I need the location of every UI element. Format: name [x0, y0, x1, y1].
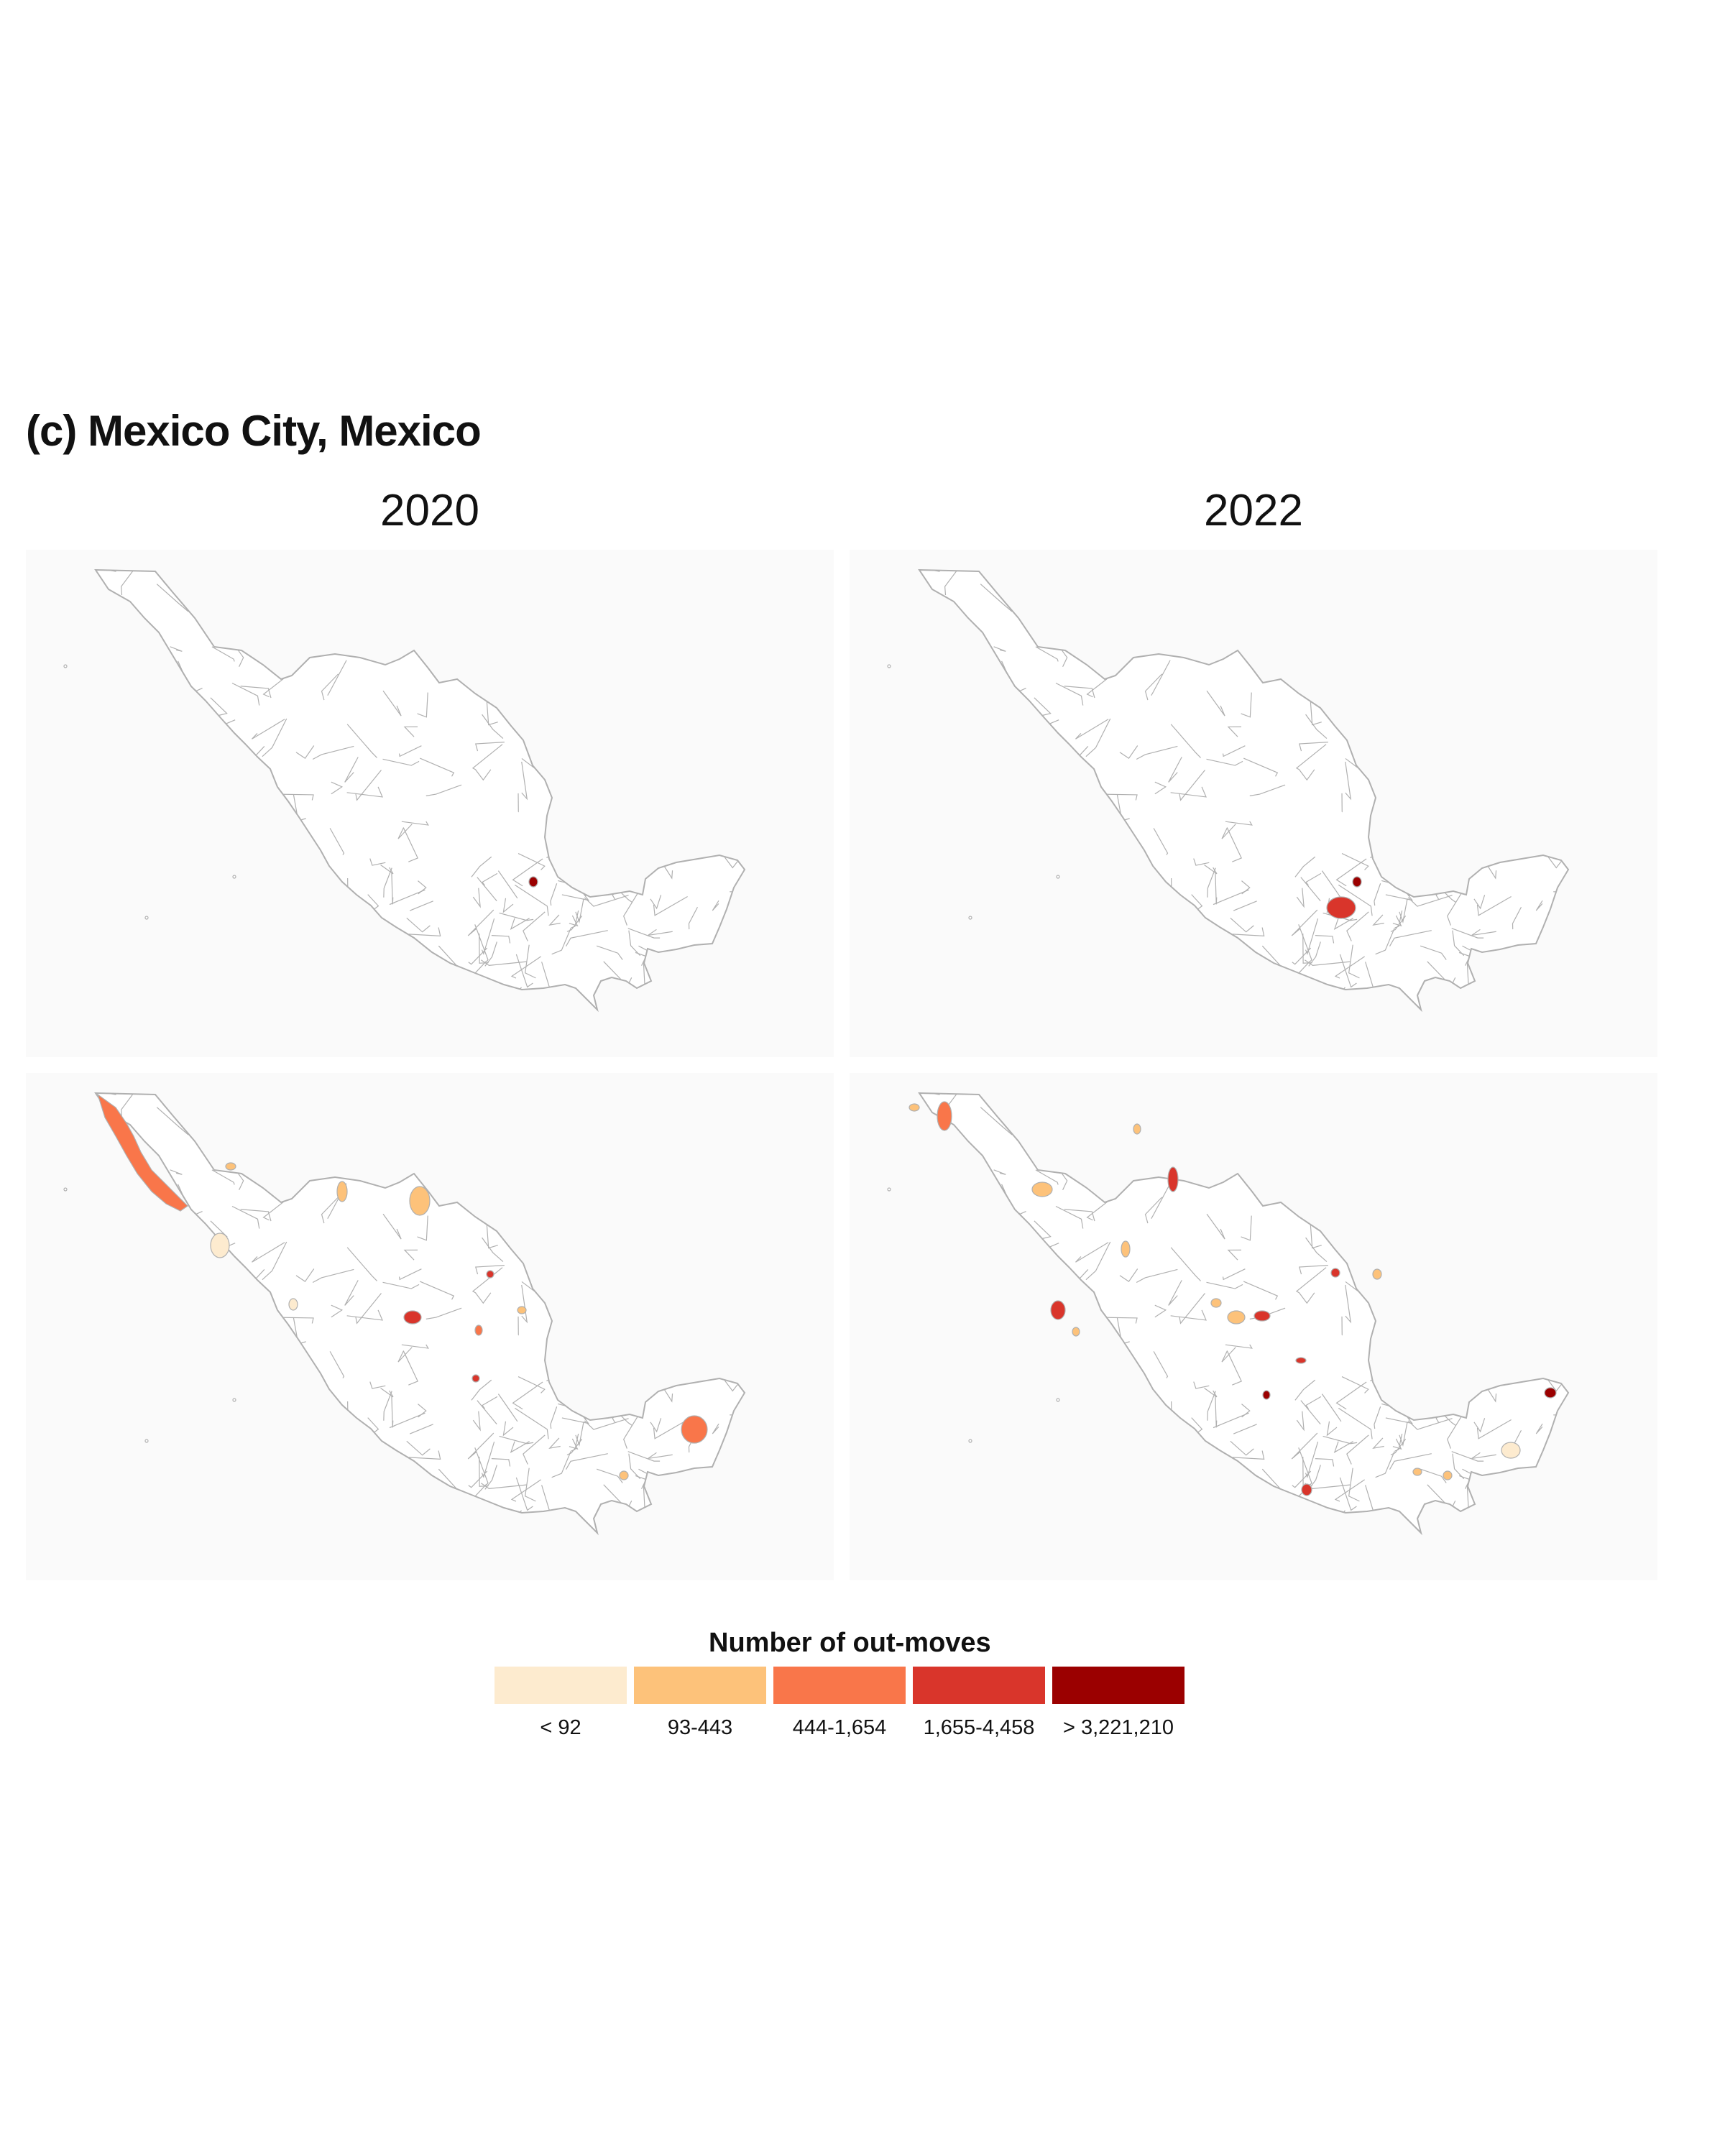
region-tabasco — [619, 1470, 629, 1480]
region-quintana-roo-cancun — [1544, 1387, 1557, 1399]
region-san-luis-potosi — [474, 1325, 483, 1336]
map-panel-2022-under-100 — [850, 550, 1657, 1057]
island — [144, 916, 149, 920]
island — [968, 1439, 972, 1443]
mexico-outline — [918, 568, 1570, 1013]
region-jalisco-guadalajara — [1262, 1390, 1271, 1400]
legend-label-2: 93-443 — [667, 1716, 733, 1739]
legend-swatch-5 — [1052, 1667, 1184, 1704]
mexico-outline — [94, 1092, 746, 1536]
region-mexico-city-area — [1352, 876, 1362, 888]
island — [232, 875, 236, 879]
region-guanajuato — [472, 1374, 480, 1383]
region-baja-california-mexicali — [937, 1101, 952, 1131]
region-guerrero-acapulco — [1301, 1483, 1312, 1496]
legend-swatch-2 — [634, 1667, 766, 1704]
island — [1056, 875, 1060, 879]
region-coahuila-torreon — [1254, 1310, 1271, 1322]
map-panel-2022-over-100 — [850, 1073, 1657, 1580]
region-durango — [1227, 1310, 1246, 1325]
region-zacatecas — [1210, 1298, 1222, 1308]
legend-swatch-4 — [913, 1667, 1045, 1704]
island — [144, 1439, 149, 1443]
region-mexico-city-surroundings — [1326, 896, 1356, 919]
map-panel-2020-under-100 — [26, 550, 834, 1057]
island — [63, 1187, 68, 1192]
region-tabasco — [1443, 1470, 1453, 1480]
region-baja-california-sur-la-paz — [1050, 1300, 1066, 1320]
region-sonora-north — [225, 1162, 236, 1171]
column-header-2020: 2020 — [380, 486, 479, 535]
region-quintana-roo-south — [1501, 1442, 1521, 1459]
island — [887, 1187, 891, 1192]
island — [1056, 1398, 1060, 1402]
legend-label-3: 444-1,654 — [792, 1716, 887, 1739]
region-queretaro — [1295, 1357, 1307, 1364]
region-baja-california-tijuana — [908, 1103, 920, 1112]
figure-title: (c) Mexico City, Mexico — [26, 407, 482, 455]
region-sonora-hermosillo — [1031, 1181, 1053, 1197]
region-baja-california-sur-south — [210, 1233, 230, 1258]
region-oaxaca — [1412, 1468, 1422, 1476]
region-baja-california — [96, 1093, 188, 1212]
region-mexico-city-area — [528, 876, 538, 888]
column-header-2022: 2022 — [1204, 486, 1303, 535]
legend-label-5: > 3,221,210 — [1062, 1716, 1174, 1739]
region-chihuahua-central — [336, 1181, 348, 1202]
region-baja-california-sur-los-cabos — [1072, 1327, 1080, 1337]
region-durango — [403, 1310, 422, 1325]
region-quintana-roo — [681, 1415, 708, 1444]
region-nuevo-leon-monterrey — [1330, 1268, 1340, 1278]
map-panel-2020-over-100 — [26, 1073, 834, 1580]
mexico-outline — [918, 1092, 1570, 1536]
legend-label-1: < 92 — [540, 1716, 581, 1739]
region-chihuahua-ciudad-juarez — [1167, 1166, 1179, 1192]
island — [968, 916, 972, 920]
island — [232, 1398, 236, 1402]
island — [63, 664, 68, 668]
region-tamaulipas — [1372, 1268, 1382, 1280]
region-sinaloa — [1121, 1240, 1131, 1258]
legend-swatch-1 — [494, 1667, 627, 1704]
region-sonora-agua-prieta — [1133, 1123, 1141, 1135]
legend-title: Number of out-moves — [709, 1628, 991, 1658]
island — [887, 664, 891, 668]
mexico-outline — [94, 568, 746, 1013]
region-nuevo-leon — [486, 1270, 494, 1279]
region-veracruz-north — [517, 1306, 527, 1314]
legend-swatch-3 — [773, 1667, 906, 1704]
legend-label-4: 1,655-4,458 — [923, 1716, 1035, 1739]
region-sinaloa-south — [288, 1298, 298, 1311]
region-coahuila — [409, 1186, 431, 1216]
